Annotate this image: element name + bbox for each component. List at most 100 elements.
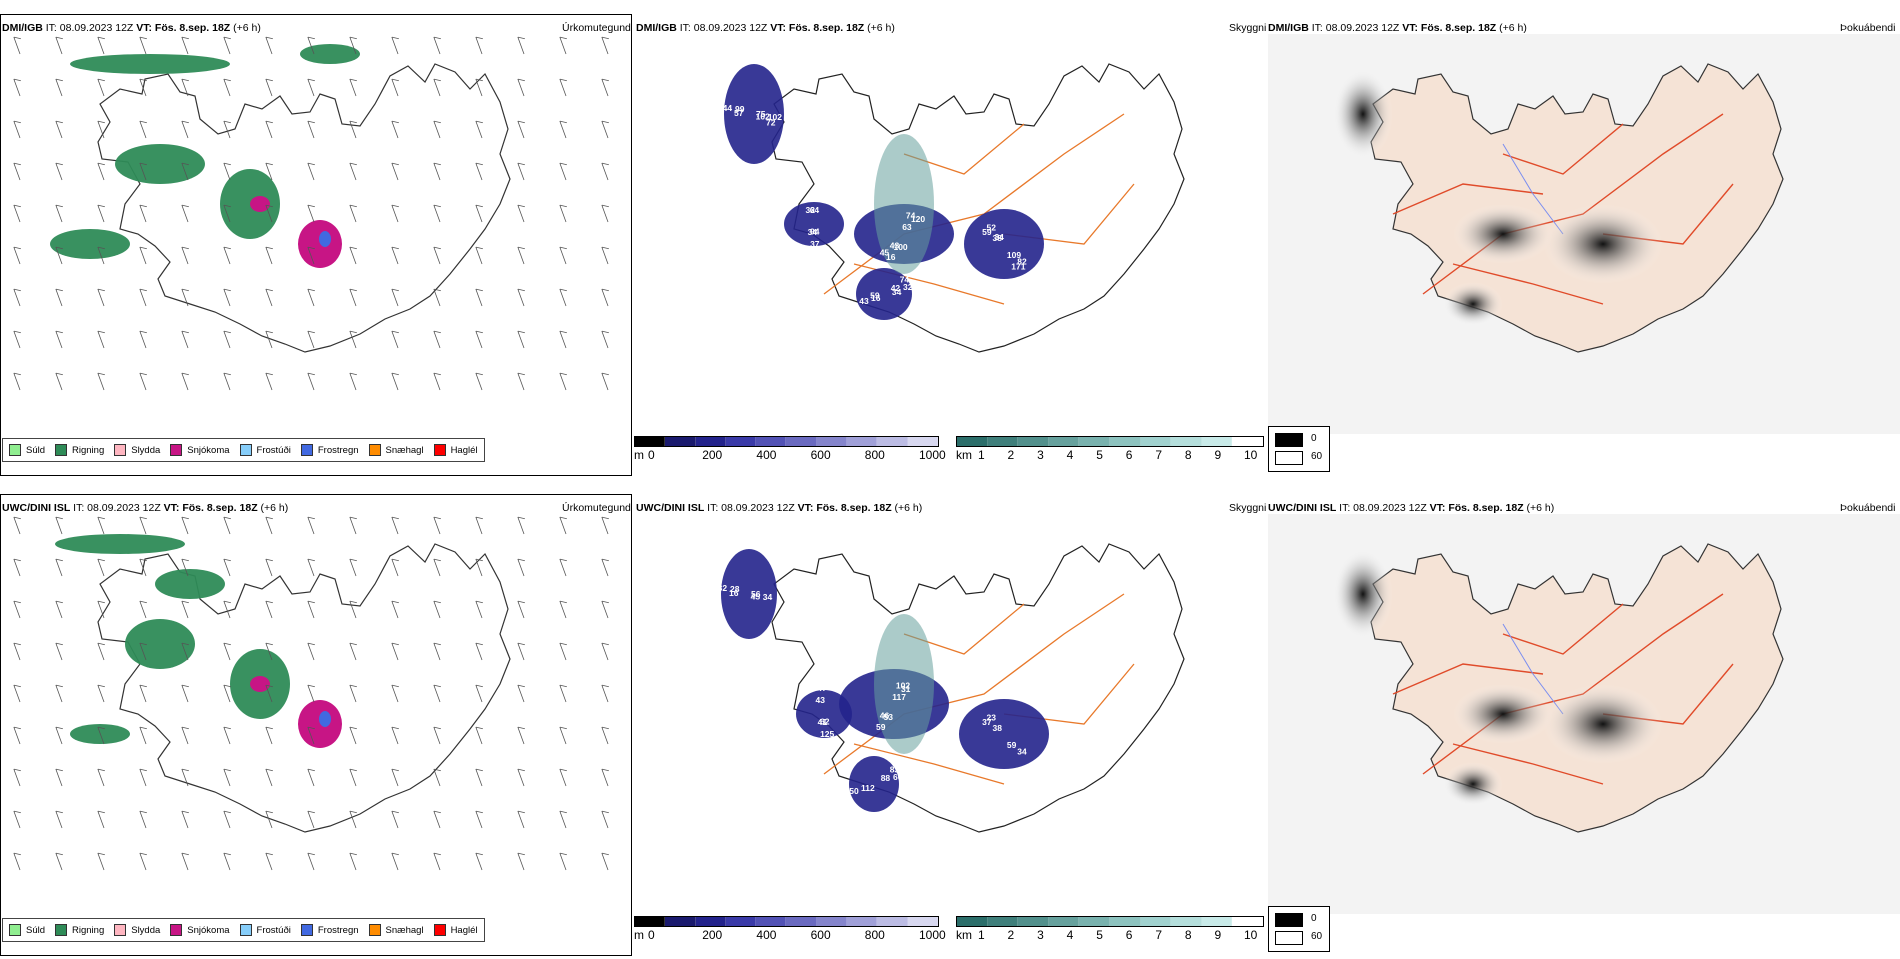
cloudbase-value: 102 [768, 112, 782, 122]
legend-label: Snjókoma [187, 444, 230, 456]
wind-barb [601, 78, 609, 97]
legend-item: Snjókoma [170, 924, 230, 936]
cloudbase-value: 56 [751, 589, 761, 599]
colorbar-segment [725, 917, 757, 926]
cloudbase-value: 125 [820, 729, 834, 739]
colorbar-segment [877, 917, 908, 926]
wind-barb [265, 768, 273, 787]
colorbar-tick: 0 [648, 928, 655, 942]
wind-barb [223, 642, 231, 661]
fog-legend: 0 60 [1268, 906, 1330, 952]
wind-barb [349, 810, 357, 829]
cloudbase-value: 16 [871, 293, 881, 303]
cloudbase-map: 75 100 59 74 94 57 74 82 16 32 102 16 38 42 37 44 63 109 4… [723, 63, 1185, 353]
cloudbase-value: 59 [870, 291, 880, 301]
panel-field-name: Þokuábendi [1840, 502, 1896, 514]
snow-area [298, 700, 342, 748]
wind-barb [517, 768, 525, 787]
legend-label: Snjókoma [187, 924, 230, 936]
wind-barb [349, 78, 357, 97]
colorbar-segment [957, 917, 988, 926]
wind-barb [433, 330, 441, 349]
legend-label: Súld [26, 444, 46, 456]
wind-barb [55, 288, 63, 307]
panel-field-name: Skyggni [1229, 502, 1267, 514]
cloudbase-value: 37 [982, 717, 992, 727]
wind-barb [55, 726, 63, 745]
iceland-coastline [97, 543, 511, 833]
wind-barb [391, 768, 399, 787]
wind-barb [265, 36, 273, 55]
precip-legend: Súld Rigning Slydda Snjókoma Frostúði Frostre… [2, 918, 485, 942]
wind-barb [349, 642, 357, 661]
wind-barb [601, 288, 609, 307]
colorbar-tick: 1 [978, 928, 985, 942]
wind-barb [391, 78, 399, 97]
legend-swatch [433, 924, 446, 936]
wind-barb [13, 120, 21, 139]
wind-barb [475, 246, 483, 265]
wind-barb [559, 330, 567, 349]
wind-barb [601, 810, 609, 829]
colorbar-ticks: m 0 200 400 600 800 1000 [634, 448, 946, 462]
legend-item: Haglél [433, 444, 478, 456]
wind-barb [517, 684, 525, 703]
wind-barb [97, 246, 105, 265]
road-line [1452, 263, 1604, 305]
colorbar-tick: 0 [648, 448, 655, 462]
wind-barb [223, 810, 231, 829]
wind-barb [559, 852, 567, 871]
wind-barb [97, 330, 105, 349]
colorbar-segment [1079, 437, 1110, 446]
colorbar-strip [634, 916, 939, 927]
panel-title: UWC/DINI ISL IT: 08.09.2023 12Z VT: Fös.… [1268, 502, 1555, 514]
wind-barb [55, 642, 63, 661]
cloudbase-value: 75 [756, 109, 766, 119]
legend-item: Slydda [114, 444, 160, 456]
wind-barb [223, 204, 231, 223]
colorbar-segment [1232, 437, 1263, 446]
wind-barb [13, 852, 21, 871]
colorbar-segment [1140, 437, 1172, 446]
wind-barb [559, 78, 567, 97]
wind-barb [517, 852, 525, 871]
colorbar-tick: 8 [1184, 448, 1192, 462]
wind-barb [307, 120, 315, 139]
snow-area [298, 220, 342, 268]
cloudbase-value: 94 [810, 227, 820, 237]
legend-swatch [9, 924, 21, 936]
legend-item: Snjókoma [170, 444, 230, 456]
colorbar-segment [957, 437, 988, 446]
wind-barb [139, 558, 147, 577]
wind-barb [265, 204, 273, 223]
wind-barb [55, 684, 63, 703]
cloudbase-value: 34 [892, 287, 902, 297]
precip-type-panel: DMI/IGB IT: 08.09.2023 12Z VT: Fös. 8.se… [0, 14, 634, 479]
colorbar-tick: 9 [1214, 928, 1222, 942]
precip-legend: Súld Rigning Slydda Snjókoma Frostúði Frostre… [2, 438, 485, 462]
cloudbase-value: 31 [901, 684, 911, 694]
iceland-outline [1333, 543, 1784, 833]
wind-barb [601, 516, 609, 535]
colorbar-segment [665, 917, 696, 926]
wind-barb [139, 162, 147, 181]
colorbar-tick: 1000 [919, 448, 946, 462]
wind-barb [97, 852, 105, 871]
wind-barb [13, 684, 21, 703]
wind-barb [139, 204, 147, 223]
wind-barb [265, 558, 273, 577]
cloudbase-value: 34 [808, 227, 818, 237]
cloudbase-value: 112 [861, 783, 875, 793]
colorbar-tick: 800 [864, 928, 885, 942]
cloudbase-value: 44 [807, 193, 817, 203]
river-line [1502, 623, 1564, 715]
legend-label: Frostúði [256, 444, 291, 456]
fog-area [1453, 204, 1553, 264]
panel-title: DMI/IGB IT: 08.09.2023 12Z VT: Fös. 8.se… [636, 22, 895, 34]
wind-barb [307, 288, 315, 307]
legend-label: Frostregn [317, 444, 359, 456]
fog-map [1268, 514, 1900, 914]
wind-barb [559, 162, 567, 181]
wind-barb [139, 852, 147, 871]
wind-barb [265, 600, 273, 619]
